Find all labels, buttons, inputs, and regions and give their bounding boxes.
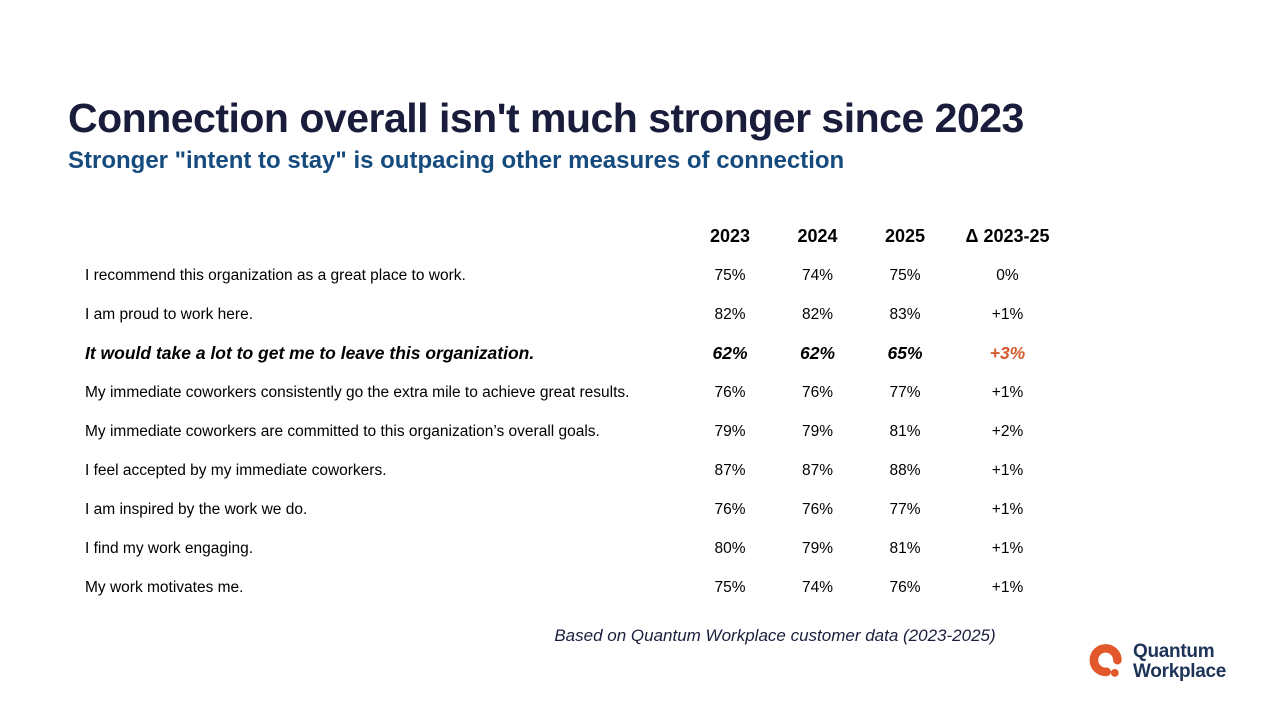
table-row: I feel accepted by my immediate coworker… — [85, 451, 1060, 490]
table-row: I recommend this organization as a great… — [85, 256, 1060, 295]
survey-statement: I find my work engaging. — [85, 539, 254, 557]
value-delta: +1% — [991, 578, 1024, 596]
quantum-workplace-logo: Quantum Workplace — [1088, 641, 1226, 682]
value-delta: +1% — [991, 539, 1024, 557]
value-2025: 76% — [889, 578, 921, 596]
table-row: I am proud to work here. 82% 82% 83% +1% — [85, 295, 1060, 334]
slide-subtitle: Stronger "intent to stay" is outpacing o… — [68, 147, 845, 174]
value-2023: 80% — [714, 539, 746, 557]
value-2025: 77% — [889, 383, 921, 401]
value-2023: 76% — [714, 500, 746, 518]
logo-wordmark: Quantum Workplace — [1133, 640, 1227, 682]
table-row: I find my work engaging. 80% 79% 81% +1% — [85, 529, 1060, 568]
value-delta: +1% — [991, 461, 1024, 479]
value-2023: 76% — [714, 383, 746, 401]
value-2025: 77% — [889, 500, 921, 518]
survey-statement: It would take a lot to get me to leave t… — [85, 343, 535, 363]
value-2024: 74% — [801, 266, 834, 284]
quantum-q-icon — [1089, 644, 1122, 677]
source-note: Based on Quantum Workplace customer data… — [554, 626, 996, 645]
table-header-row: 2023 2024 2025 Δ 2023-25 — [85, 217, 1060, 256]
value-delta: +1% — [991, 305, 1024, 323]
survey-statement: I am proud to work here. — [85, 305, 253, 323]
value-delta: +1% — [991, 500, 1024, 518]
value-2024: 76% — [801, 383, 834, 401]
value-2024: 79% — [801, 539, 834, 557]
column-header-delta: Δ 2023-25 — [965, 226, 1050, 246]
value-2023: 82% — [714, 305, 746, 323]
value-delta: 0% — [996, 266, 1019, 284]
value-2025: 88% — [889, 461, 921, 479]
value-2024: 62% — [799, 343, 836, 363]
value-2023: 79% — [714, 422, 746, 440]
survey-statement: I am inspired by the work we do. — [85, 500, 308, 518]
value-2025: 81% — [889, 539, 921, 557]
column-header-2024: 2024 — [797, 226, 838, 246]
table-row: My immediate coworkers are committed to … — [85, 412, 1060, 451]
value-2025: 81% — [889, 422, 921, 440]
value-2024: 74% — [801, 578, 834, 596]
value-2024: 79% — [801, 422, 834, 440]
value-2023: 87% — [714, 461, 746, 479]
value-2024: 76% — [801, 500, 834, 518]
column-header-2023: 2023 — [709, 226, 751, 246]
value-2024: 82% — [801, 305, 834, 323]
logo-word-quantum: Quantum — [1133, 640, 1215, 662]
value-2024: 87% — [801, 461, 834, 479]
value-2023: 75% — [714, 578, 746, 596]
value-2025: 65% — [887, 343, 923, 363]
value-delta: +1% — [991, 383, 1024, 401]
slide-title: Connection overall isn't much stronger s… — [68, 95, 1024, 141]
logo-word-workplace: Workplace — [1133, 660, 1227, 682]
value-delta: +2% — [991, 422, 1024, 440]
value-2025: 83% — [889, 305, 921, 323]
value-delta: +3% — [989, 343, 1026, 363]
value-2023: 62% — [712, 343, 748, 363]
survey-statement: My immediate coworkers consistently go t… — [85, 383, 630, 401]
table-row: My work motivates me. 75% 74% 76% +1% — [85, 568, 1060, 607]
table-row: I am inspired by the work we do. 76% 76%… — [85, 490, 1060, 529]
value-2023: 75% — [714, 266, 746, 284]
logo-dot — [1110, 669, 1119, 677]
column-header-2025: 2025 — [884, 226, 926, 246]
survey-statement: My immediate coworkers are committed to … — [85, 422, 600, 440]
survey-statement: I recommend this organization as a great… — [85, 266, 466, 284]
connection-data-table: 2023 2024 2025 Δ 2023-25 I recommend thi… — [85, 217, 1060, 607]
survey-statement: My work motivates me. — [85, 578, 244, 596]
table-row-highlighted: It would take a lot to get me to leave t… — [85, 334, 1060, 373]
survey-statement: I feel accepted by my immediate coworker… — [85, 461, 387, 479]
value-2025: 75% — [889, 266, 921, 284]
table-row: My immediate coworkers consistently go t… — [85, 373, 1060, 412]
